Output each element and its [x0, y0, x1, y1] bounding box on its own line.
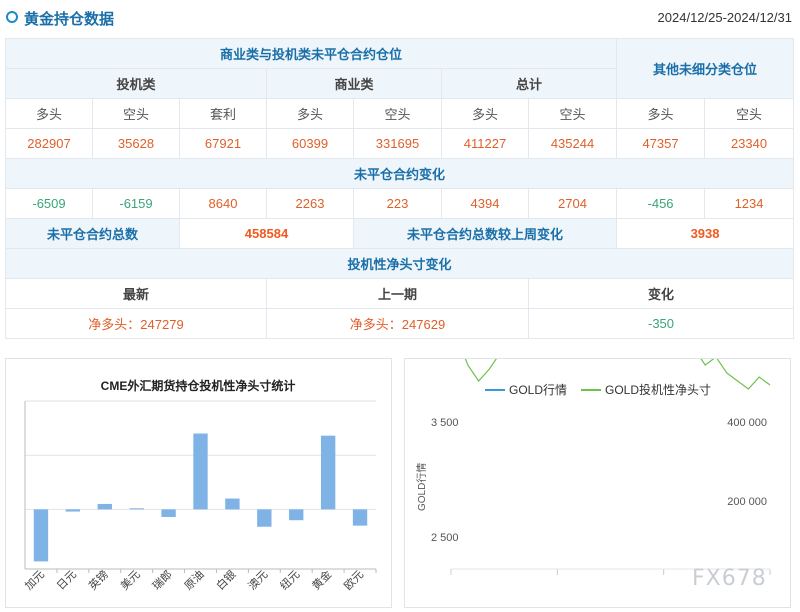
bar-chart: CME外汇期货持仓投机性净头寸统计 加元 日元 英镑 美元 瑞郎 原油 白银 澳元 纽元 黄金 欧元: [22, 378, 377, 593]
position-cell: 35628: [92, 128, 180, 159]
bar: [129, 508, 144, 510]
bar: [97, 503, 112, 510]
position-cell: 282907: [5, 128, 93, 159]
x-tick-label: 加元: [22, 568, 47, 593]
bar: [320, 435, 336, 510]
change-section-title: 未平仓合约变化: [4, 158, 795, 189]
col-header-short: 空头: [92, 98, 180, 129]
other-group-title: 其他未细分类仓位: [616, 38, 795, 99]
bar: [257, 509, 272, 527]
bar: [352, 509, 368, 526]
position-cell: 331695: [353, 128, 442, 159]
oi-change-label: 未平仓合约总数较上周变化: [352, 218, 618, 249]
circle-icon: [6, 11, 18, 23]
bar: [225, 498, 240, 510]
net-prev-value: 净多头：247629: [266, 308, 529, 339]
col-header-short: 空头: [353, 98, 442, 129]
col-header-spread: 套利: [179, 98, 267, 129]
position-cell: 23340: [704, 128, 795, 159]
col-header-prev: 上一期: [266, 278, 529, 309]
y-left-tick: 2 500: [431, 532, 459, 544]
line-chart-panel: GOLD行情 GOLD投机性净头寸 3 500 2 500 400 000 20…: [404, 248, 791, 608]
x-tick-label: 日元: [55, 569, 79, 593]
positions-table: 商业类与投机类未平仓合约仓位 其他未细分类仓位 投机类 商业类 总计 多头 空头…: [4, 38, 795, 339]
col-header-long: 多头: [266, 98, 354, 129]
main-group-title: 商业类与投机类未平仓合约仓位: [4, 38, 618, 69]
position-cell: 67921: [179, 128, 267, 159]
page-title: 黄金持仓数据: [24, 11, 115, 28]
x-tick-label: 澳元: [246, 568, 271, 593]
bar: [193, 433, 208, 510]
col-header-long: 多头: [5, 98, 93, 129]
oi-total-label: 未平仓合约总数: [5, 218, 180, 249]
change-cell: 223: [353, 188, 442, 219]
page-header: 黄金持仓数据 2024/12/25-2024/12/31: [0, 0, 800, 36]
bar: [161, 509, 176, 517]
line-chart: GOLD行情 GOLD投机性净头寸 3 500 2 500 400 000 20…: [415, 248, 771, 575]
x-tick-label: 欧元: [341, 568, 366, 593]
position-cell: 411227: [441, 128, 529, 159]
bar: [65, 509, 81, 512]
y-right-tick: 200 000: [727, 496, 767, 508]
legend-gold-label: GOLD行情: [509, 383, 567, 397]
bar-chart-panel: CME外汇期货持仓投机性净头寸统计 加元 日元 英镑 美元 瑞郎 原油 白银 澳元 纽元 黄金 欧元: [5, 358, 392, 608]
date-range: 2024/12/25-2024/12/31: [657, 10, 792, 25]
oi-total-value: 458584: [179, 218, 354, 249]
position-cell: 435244: [527, 128, 618, 159]
bar-chart-title: CME外汇期货持仓投机性净头寸统计: [101, 378, 296, 393]
change-cell: 2704: [527, 188, 618, 219]
position-cell: 60399: [266, 128, 354, 159]
spec-group-header: 投机类: [5, 68, 267, 99]
col-header-long: 多头: [616, 98, 706, 129]
watermark: FX678: [692, 566, 767, 591]
change-cell: 8640: [179, 188, 267, 219]
col-header-change: 变化: [527, 278, 795, 309]
change-cell: -6159: [92, 188, 180, 219]
total-group-header: 总计: [440, 68, 618, 99]
col-header-latest: 最新: [5, 278, 267, 309]
legend-net-label: GOLD投机性净头寸: [605, 382, 711, 397]
net-section-title: 投机性净头寸变化: [4, 248, 795, 279]
y-right-tick: 400 000: [727, 417, 767, 429]
change-cell: -456: [616, 188, 706, 219]
col-header-short: 空头: [527, 98, 618, 129]
y-left-axis-label: GOLD行情: [415, 463, 428, 511]
net-change-value: -350: [527, 308, 795, 339]
comm-group-header: 商业类: [266, 68, 442, 99]
y-left-tick: 3 500: [431, 417, 459, 429]
position-cell: 47357: [616, 128, 706, 159]
bar: [289, 509, 304, 521]
change-cell: -6509: [5, 188, 93, 219]
bar: [33, 509, 49, 562]
change-cell: 4394: [441, 188, 529, 219]
change-cell: 1234: [704, 188, 795, 219]
col-header-long: 多头: [441, 98, 529, 129]
change-cell: 2263: [266, 188, 354, 219]
net-latest-value: 净多头：247279: [5, 308, 267, 339]
col-header-short: 空头: [704, 98, 795, 129]
x-tick-label: 美元: [118, 568, 143, 593]
oi-change-value: 3938: [616, 218, 795, 249]
